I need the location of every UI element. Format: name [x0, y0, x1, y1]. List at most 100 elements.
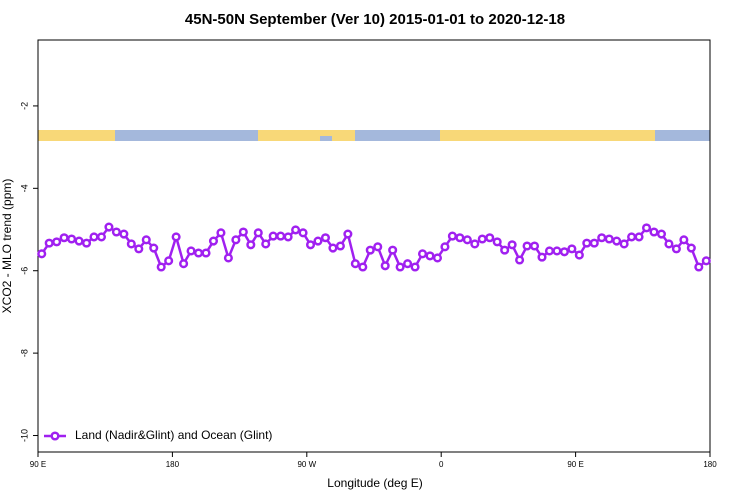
- point-marker: [470, 239, 480, 249]
- plot-frame: [37, 39, 711, 453]
- point-marker: [358, 262, 368, 272]
- point-marker: [223, 253, 233, 263]
- point-marker: [477, 234, 487, 244]
- point-marker: [365, 245, 375, 255]
- point-marker: [432, 253, 443, 263]
- point-marker: [627, 232, 637, 242]
- point-marker: [410, 262, 420, 272]
- point-marker: [126, 239, 136, 249]
- point-marker: [649, 227, 659, 237]
- point-marker: [373, 242, 383, 252]
- point-marker: [537, 252, 547, 262]
- point-marker: [582, 238, 592, 248]
- point-marker: [179, 259, 189, 269]
- y-tick-label: -6: [19, 267, 29, 275]
- legend-label: Land (Nadir&Glint) and Ocean (Glint): [75, 428, 272, 442]
- point-marker: [291, 225, 301, 235]
- point-marker: [52, 237, 62, 247]
- point-marker: [283, 232, 293, 242]
- point-marker: [529, 241, 540, 251]
- point-marker: [515, 255, 525, 265]
- y-tick-label: -8: [19, 349, 29, 357]
- point-marker: [462, 235, 472, 245]
- y-tick-label: -4: [19, 184, 29, 192]
- point-marker: [447, 231, 457, 241]
- point-marker: [268, 231, 278, 241]
- point-marker: [89, 232, 99, 242]
- point-marker: [492, 237, 502, 247]
- point-marker: [313, 236, 323, 246]
- point-marker: [425, 251, 435, 261]
- point-marker: [634, 232, 644, 242]
- point-marker: [261, 239, 271, 249]
- point-marker: [96, 232, 107, 242]
- point-marker: [656, 229, 667, 239]
- point-marker: [559, 247, 569, 257]
- point-marker: [597, 233, 607, 243]
- point-marker: [119, 229, 129, 239]
- point-marker: [141, 235, 151, 245]
- point-marker: [343, 229, 353, 239]
- point-marker: [350, 259, 360, 269]
- point-marker: [485, 233, 495, 243]
- point-marker: [186, 246, 196, 256]
- point-marker: [216, 228, 226, 238]
- point-marker: [37, 249, 47, 259]
- x-tick-label: 180: [166, 460, 180, 469]
- x-tick-label: 90 E: [567, 460, 583, 469]
- point-marker: [694, 262, 704, 272]
- point-marker: [380, 261, 390, 271]
- point-marker: [567, 244, 577, 254]
- point-marker: [320, 233, 331, 243]
- point-marker: [403, 259, 413, 269]
- point-marker: [455, 233, 465, 243]
- point-marker: [679, 235, 689, 245]
- point-marker: [395, 262, 405, 272]
- point-marker: [238, 227, 248, 237]
- point-marker: [328, 243, 338, 253]
- point-marker: [544, 246, 555, 256]
- point-marker: [641, 223, 652, 233]
- y-tick-label: -2: [19, 102, 29, 110]
- point-marker: [208, 236, 219, 246]
- point-marker: [500, 245, 510, 255]
- y-tick-label: -10: [19, 429, 29, 442]
- point-marker: [193, 248, 204, 258]
- point-marker: [686, 243, 696, 253]
- point-marker: [552, 246, 562, 256]
- point-marker: [507, 240, 517, 250]
- legend-marker: [50, 431, 60, 441]
- point-marker: [246, 240, 256, 250]
- point-marker: [67, 234, 77, 244]
- point-marker: [164, 256, 174, 266]
- point-marker: [619, 239, 629, 249]
- x-tick-label: 180: [703, 460, 717, 469]
- x-tick-label: 90 E: [30, 460, 46, 469]
- point-marker: [335, 241, 345, 251]
- point-marker: [253, 228, 263, 238]
- point-marker: [440, 242, 450, 252]
- point-marker: [417, 249, 428, 259]
- point-marker: [171, 232, 181, 242]
- point-marker: [81, 238, 92, 248]
- point-marker: [156, 262, 166, 272]
- point-marker: [74, 236, 84, 246]
- x-tick-label: 90 W: [297, 460, 316, 469]
- point-marker: [111, 227, 121, 237]
- point-marker: [276, 231, 286, 241]
- x-axis-label: Longitude (deg E): [327, 476, 422, 490]
- point-marker: [134, 244, 144, 254]
- y-axis-label: XCO2 - MLO trend (ppm): [0, 179, 14, 314]
- x-tick-label: 0: [439, 460, 444, 469]
- point-marker: [701, 256, 711, 266]
- land-ocean-strip: [38, 130, 710, 141]
- point-marker: [671, 244, 681, 254]
- point-marker: [612, 236, 622, 246]
- point-marker: [104, 222, 114, 232]
- point-marker: [298, 228, 308, 238]
- point-marker: [589, 238, 599, 248]
- point-marker: [664, 239, 674, 249]
- point-marker: [522, 241, 532, 251]
- point-marker: [604, 234, 614, 244]
